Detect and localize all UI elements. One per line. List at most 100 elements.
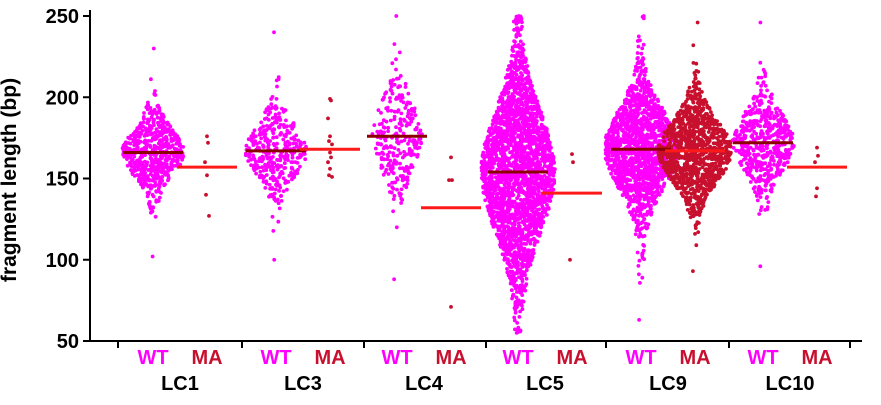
data-point xyxy=(629,199,634,204)
data-point xyxy=(526,70,530,74)
data-point xyxy=(176,153,181,158)
data-point xyxy=(636,34,641,39)
data-point xyxy=(647,152,652,157)
data-point xyxy=(512,315,517,320)
data-point xyxy=(526,76,531,81)
data-point xyxy=(531,190,536,195)
data-point xyxy=(397,84,402,88)
data-point xyxy=(269,194,274,199)
data-point xyxy=(520,293,525,297)
data-point xyxy=(395,154,399,158)
data-point xyxy=(540,186,545,191)
data-point xyxy=(518,257,523,261)
data-point xyxy=(261,129,266,134)
data-point xyxy=(664,117,669,121)
data-point xyxy=(284,132,289,137)
data-point xyxy=(266,144,270,149)
data-point xyxy=(246,159,251,163)
data-point xyxy=(509,288,514,293)
data-point xyxy=(262,174,267,179)
data-point xyxy=(516,97,521,101)
data-point xyxy=(544,128,549,133)
data-point xyxy=(388,167,393,172)
data-point xyxy=(483,172,488,177)
data-point xyxy=(160,143,165,147)
data-point xyxy=(541,137,546,142)
data-point xyxy=(388,190,392,194)
data-point xyxy=(531,248,536,252)
data-point xyxy=(450,178,454,183)
data-point xyxy=(513,125,518,130)
data-point xyxy=(531,115,535,119)
data-point xyxy=(401,100,406,105)
data-point xyxy=(620,163,625,168)
data-point xyxy=(147,190,152,195)
data-point xyxy=(526,226,531,231)
data-point xyxy=(409,112,414,117)
data-point xyxy=(253,134,258,139)
data-point xyxy=(635,51,640,55)
data-point xyxy=(272,161,277,166)
data-point xyxy=(153,184,157,188)
data-point xyxy=(630,141,635,145)
data-point xyxy=(205,134,209,139)
data-point xyxy=(495,178,500,183)
data-point xyxy=(128,141,133,146)
data-point xyxy=(271,135,276,140)
data-point xyxy=(284,180,289,185)
data-point xyxy=(389,84,394,89)
data-point xyxy=(394,57,398,62)
data-point xyxy=(495,127,500,132)
data-point xyxy=(405,175,410,180)
data-point xyxy=(518,288,522,293)
data-point xyxy=(398,128,403,133)
data-point xyxy=(537,136,542,141)
data-point xyxy=(502,227,507,232)
data-point xyxy=(646,127,651,132)
data-point xyxy=(504,157,509,161)
data-point xyxy=(243,153,248,158)
data-point xyxy=(149,77,153,82)
data-point xyxy=(644,174,648,179)
data-point xyxy=(168,166,173,171)
data-point xyxy=(642,91,646,96)
data-point xyxy=(498,149,503,153)
data-point xyxy=(621,133,626,138)
data-point xyxy=(167,127,171,132)
data-point xyxy=(510,293,515,298)
data-point xyxy=(272,257,277,262)
data-point xyxy=(636,56,640,60)
data-point xyxy=(496,224,501,229)
data-point xyxy=(538,160,542,165)
data-point xyxy=(282,161,287,166)
data-point xyxy=(495,210,500,215)
data-point xyxy=(260,157,265,162)
data-point xyxy=(517,229,522,234)
data-point xyxy=(483,198,488,203)
data-point xyxy=(263,110,267,115)
data-point xyxy=(152,107,157,112)
data-point xyxy=(531,210,536,215)
data-point xyxy=(519,46,524,51)
data-point xyxy=(417,137,421,142)
data-point xyxy=(535,125,540,129)
data-point xyxy=(289,136,294,141)
data-point xyxy=(489,213,493,218)
data-point xyxy=(502,218,506,223)
data-point xyxy=(520,188,525,193)
data-point xyxy=(271,127,276,132)
data-point xyxy=(294,144,299,149)
data-point xyxy=(449,155,453,160)
data-point xyxy=(613,178,618,183)
data-point xyxy=(635,39,640,43)
data-point xyxy=(158,181,163,186)
data-point xyxy=(154,112,159,116)
data-point xyxy=(168,124,173,129)
data-point xyxy=(515,212,520,217)
data-point xyxy=(505,267,509,271)
data-point xyxy=(284,118,288,123)
data-point xyxy=(498,188,503,193)
data-point xyxy=(278,118,283,122)
data-point xyxy=(378,129,383,134)
